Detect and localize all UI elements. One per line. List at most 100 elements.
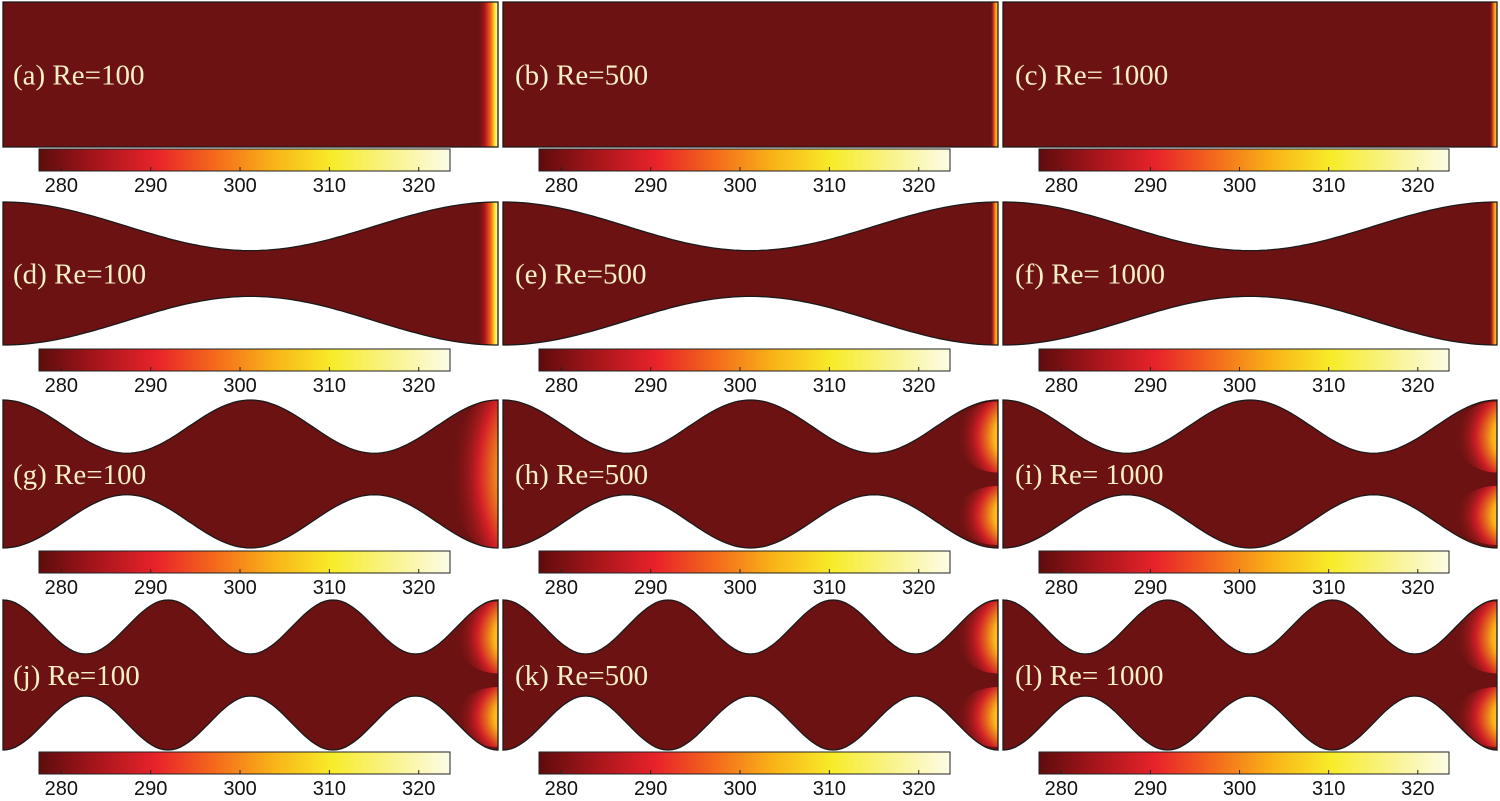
colorbar: 280 290 300 310 320 (538, 751, 951, 800)
colorbar-tick-label: 290 (634, 175, 667, 197)
colorbar-gradient (538, 550, 951, 574)
channel-domain (503, 202, 998, 345)
colorbar-tick-label: 280 (545, 375, 578, 397)
colorbar-tick-label: 320 (902, 577, 935, 599)
colorbar-tick-label: 290 (634, 577, 667, 599)
hot-region (991, 202, 998, 345)
colorbar-tick-label: 280 (45, 175, 78, 197)
colorbar-tick-label: 300 (223, 778, 256, 800)
colorbar-tick-label: 310 (313, 175, 346, 197)
colorbar-gradient (38, 751, 451, 775)
colorbar-tick-label: 290 (134, 175, 167, 197)
colorbar-tick-label: 320 (902, 175, 935, 197)
colorbar-tick-label: 280 (1045, 175, 1078, 197)
colorbar-tick-label: 320 (402, 778, 435, 800)
colorbar-tick-label: 320 (402, 577, 435, 599)
channel-domain (1003, 2, 1497, 147)
colorbar: 280 290 300 310 320 (38, 348, 451, 397)
colorbar-tick-label: 300 (223, 577, 256, 599)
colorbar-tick-label: 280 (1045, 778, 1078, 800)
panel-b: (b) Re=500 280 290 300 310 320 (502, 1, 999, 197)
colorbar: 280 290 300 310 320 (538, 148, 951, 197)
panel-label: (i) Re= 1000 (1015, 459, 1163, 491)
colorbar-gradient (1038, 751, 1450, 775)
colorbar-tick-label: 310 (313, 778, 346, 800)
colorbar: 280 290 300 310 320 (1038, 148, 1450, 197)
panel-label: (b) Re=500 (515, 60, 648, 92)
channel-domain (1003, 600, 1497, 750)
panel-label: (g) Re=100 (13, 459, 146, 491)
colorbar-tick-label: 320 (402, 175, 435, 197)
panel-k: (k) Re=500 280 290 300 310 320 (502, 599, 999, 800)
hot-region (991, 2, 998, 147)
colorbar-tick-label: 290 (634, 375, 667, 397)
panel-label: (l) Re= 1000 (1015, 660, 1163, 692)
colorbar-tick-label: 320 (1401, 175, 1434, 197)
channel-domain (1003, 400, 1497, 548)
colorbar-tick-label: 280 (45, 577, 78, 599)
colorbar-tick-label: 300 (723, 577, 756, 599)
hot-region (1455, 601, 1497, 747)
panel-label: (k) Re=500 (515, 660, 648, 692)
colorbar: 280 290 300 310 320 (38, 550, 451, 599)
panel-label: (h) Re=500 (515, 459, 648, 491)
colorbar-tick-label: 290 (134, 778, 167, 800)
panel-label: (a) Re=100 (13, 60, 145, 92)
panel-e: (e) Re=500 280 290 300 310 320 (502, 201, 999, 397)
channel-domain (3, 202, 498, 345)
colorbar-tick-label: 300 (723, 778, 756, 800)
panel-label: (d) Re=100 (13, 259, 146, 291)
colorbar: 280 290 300 310 320 (538, 550, 951, 599)
colorbar-tick-label: 280 (1045, 375, 1078, 397)
colorbar-tick-label: 310 (313, 375, 346, 397)
hot-region (456, 601, 498, 747)
panel-label: (c) Re= 1000 (1015, 60, 1168, 92)
colorbar-tick-label: 310 (313, 577, 346, 599)
colorbar: 280 290 300 310 320 (1038, 751, 1450, 800)
channel-domain (503, 400, 998, 548)
colorbar-tick-label: 310 (813, 375, 846, 397)
colorbar-gradient (38, 148, 451, 172)
colorbar-tick-label: 300 (1223, 778, 1256, 800)
panel-a: (a) Re=100 280 290 300 310 320 (2, 1, 499, 197)
colorbar-gradient (38, 348, 451, 372)
panel-label: (j) Re=100 (13, 660, 140, 692)
colorbar-gradient (1038, 348, 1450, 372)
colorbar-tick-label: 280 (45, 778, 78, 800)
colorbar-gradient (538, 148, 951, 172)
hot-region (478, 202, 498, 345)
channel-domain (3, 600, 498, 750)
panel-c: (c) Re= 1000 280 290 300 310 320 (1002, 1, 1498, 197)
colorbar-tick-label: 300 (223, 375, 256, 397)
channel-outline (2, 399, 499, 549)
colorbar-tick-label: 290 (1134, 577, 1167, 599)
colorbar-tick-label: 280 (545, 778, 578, 800)
colorbar-tick-label: 300 (1223, 577, 1256, 599)
channel-outline (502, 1, 999, 148)
colorbar-tick-label: 280 (545, 175, 578, 197)
channel-domain (3, 2, 498, 147)
colorbar-gradient (538, 348, 951, 372)
colorbar-tick-label: 290 (1134, 175, 1167, 197)
channel-outline (502, 599, 999, 751)
colorbar-tick-label: 320 (1401, 778, 1434, 800)
colorbar: 280 290 300 310 320 (38, 751, 451, 800)
hot-region (450, 400, 498, 548)
colorbar-tick-label: 320 (902, 375, 935, 397)
colorbar-tick-label: 310 (1312, 175, 1345, 197)
colorbar-tick-label: 300 (723, 375, 756, 397)
panel-h: (h) Re=500 280 290 300 310 320 (502, 399, 999, 599)
hot-region (1490, 202, 1497, 345)
channel-outline (502, 399, 999, 549)
colorbar-tick-label: 320 (1401, 577, 1434, 599)
colorbar-tick-label: 280 (45, 375, 78, 397)
colorbar-tick-label: 320 (1401, 375, 1434, 397)
colorbar-tick-label: 310 (813, 778, 846, 800)
colorbar-tick-label: 280 (1045, 577, 1078, 599)
colorbar-gradient (1038, 550, 1450, 574)
colorbar-tick-label: 300 (1223, 175, 1256, 197)
panel-f: (f) Re= 1000 280 290 300 310 320 (1002, 201, 1498, 397)
colorbar-tick-label: 280 (545, 577, 578, 599)
channel-domain (3, 400, 498, 548)
